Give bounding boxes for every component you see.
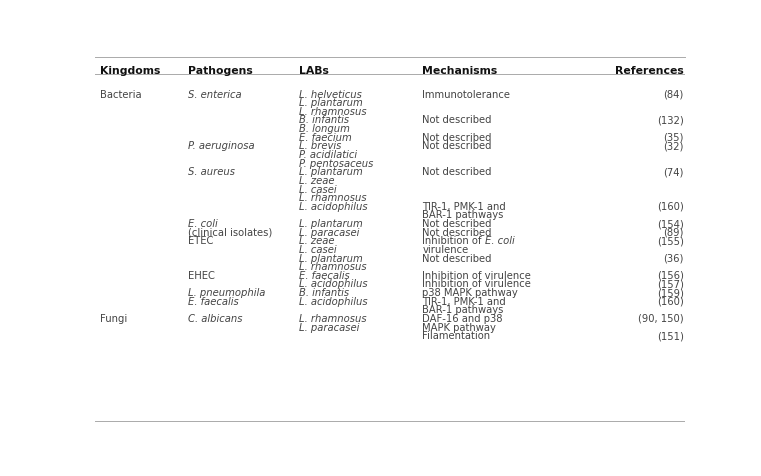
Text: L. paracasei: L. paracasei <box>298 322 359 332</box>
Text: (84): (84) <box>664 89 683 99</box>
Text: (151): (151) <box>657 330 683 340</box>
Text: E. coli: E. coli <box>188 218 218 228</box>
Text: (35): (35) <box>664 132 683 142</box>
Text: Not described: Not described <box>422 167 492 177</box>
Text: C. albicans: C. albicans <box>188 313 243 323</box>
Text: Bacteria: Bacteria <box>100 89 142 99</box>
Text: (132): (132) <box>657 115 683 125</box>
Text: L. rhamnosus: L. rhamnosus <box>298 313 366 323</box>
Text: TIR-1, PMK-1 and: TIR-1, PMK-1 and <box>422 296 506 306</box>
Text: Filamentation: Filamentation <box>422 330 491 340</box>
Text: P. acidilatici: P. acidilatici <box>298 149 357 159</box>
Text: E. faecalis: E. faecalis <box>188 296 239 306</box>
Text: E. faecalis: E. faecalis <box>298 270 349 280</box>
Text: L. acidophilus: L. acidophilus <box>298 296 368 306</box>
Text: S. aureus: S. aureus <box>188 167 235 177</box>
Text: LABs: LABs <box>298 66 329 76</box>
Text: L. acidophilus: L. acidophilus <box>298 201 368 211</box>
Text: Mechanisms: Mechanisms <box>422 66 498 76</box>
Text: L. plantarum: L. plantarum <box>298 253 362 263</box>
Text: L. rhamnosus: L. rhamnosus <box>298 262 366 272</box>
Text: (157): (157) <box>657 279 683 289</box>
Text: L. pneumophila: L. pneumophila <box>188 288 266 298</box>
Text: E. faecium: E. faecium <box>298 132 352 142</box>
Text: L. casei: L. casei <box>298 184 336 194</box>
Text: Not described: Not described <box>422 132 492 142</box>
Text: L. zeae: L. zeae <box>298 236 334 246</box>
Text: Not described: Not described <box>422 115 492 125</box>
Text: Pathogens: Pathogens <box>188 66 253 76</box>
Text: (156): (156) <box>657 270 683 280</box>
Text: EHEC: EHEC <box>188 270 215 280</box>
Text: Kingdoms: Kingdoms <box>100 66 161 76</box>
Text: Fungi: Fungi <box>100 313 127 323</box>
Text: Not described: Not described <box>422 141 492 151</box>
Text: Inhibition of virulence: Inhibition of virulence <box>422 270 531 280</box>
Text: L. rhamnosus: L. rhamnosus <box>298 193 366 203</box>
Text: (32): (32) <box>664 141 683 151</box>
Text: B. infantis: B. infantis <box>298 115 349 125</box>
Text: (159): (159) <box>657 288 683 298</box>
Text: ETEC: ETEC <box>188 236 214 246</box>
Text: (160): (160) <box>657 296 683 306</box>
Text: P. pentosaceus: P. pentosaceus <box>298 159 373 168</box>
Text: Not described: Not described <box>422 218 492 228</box>
Text: (89): (89) <box>664 227 683 237</box>
Text: MAPK pathway: MAPK pathway <box>422 322 496 332</box>
Text: L. brevis: L. brevis <box>298 141 341 151</box>
Text: BAR-1 pathways: BAR-1 pathways <box>422 210 504 220</box>
Text: Immunotolerance: Immunotolerance <box>422 89 511 99</box>
Text: References: References <box>615 66 683 76</box>
Text: TIR-1, PMK-1 and: TIR-1, PMK-1 and <box>422 201 506 211</box>
Text: Not described: Not described <box>422 227 492 237</box>
Text: L. zeae: L. zeae <box>298 176 334 186</box>
Text: Inhibition of: Inhibition of <box>422 236 485 246</box>
Text: BAR-1 pathways: BAR-1 pathways <box>422 305 504 315</box>
Text: Not described: Not described <box>422 253 492 263</box>
Text: B. longum: B. longum <box>298 124 349 134</box>
Text: (155): (155) <box>657 236 683 246</box>
Text: B. infantis: B. infantis <box>298 288 349 298</box>
Text: L. acidophilus: L. acidophilus <box>298 279 368 289</box>
Text: Inhibition of virulence: Inhibition of virulence <box>422 279 531 289</box>
Text: (154): (154) <box>657 218 683 228</box>
Text: L. casei: L. casei <box>298 244 336 254</box>
Text: S. enterica: S. enterica <box>188 89 242 99</box>
Text: L. paracasei: L. paracasei <box>298 227 359 237</box>
Text: L. plantarum: L. plantarum <box>298 218 362 228</box>
Text: (clinical isolates): (clinical isolates) <box>188 227 272 237</box>
Text: L. rhamnosus: L. rhamnosus <box>298 107 366 117</box>
Text: virulence: virulence <box>422 244 469 254</box>
Text: p38 MAPK pathway: p38 MAPK pathway <box>422 288 518 298</box>
Text: P. aeruginosa: P. aeruginosa <box>188 141 255 151</box>
Text: DAF-16 and p38: DAF-16 and p38 <box>422 313 503 323</box>
Text: L. helveticus: L. helveticus <box>298 89 361 99</box>
Text: (74): (74) <box>664 167 683 177</box>
Text: (90, 150): (90, 150) <box>638 313 683 323</box>
Text: (160): (160) <box>657 201 683 211</box>
Text: (36): (36) <box>664 253 683 263</box>
Text: L. plantarum: L. plantarum <box>298 98 362 108</box>
Text: E. coli: E. coli <box>485 236 515 246</box>
Text: L. plantarum: L. plantarum <box>298 167 362 177</box>
